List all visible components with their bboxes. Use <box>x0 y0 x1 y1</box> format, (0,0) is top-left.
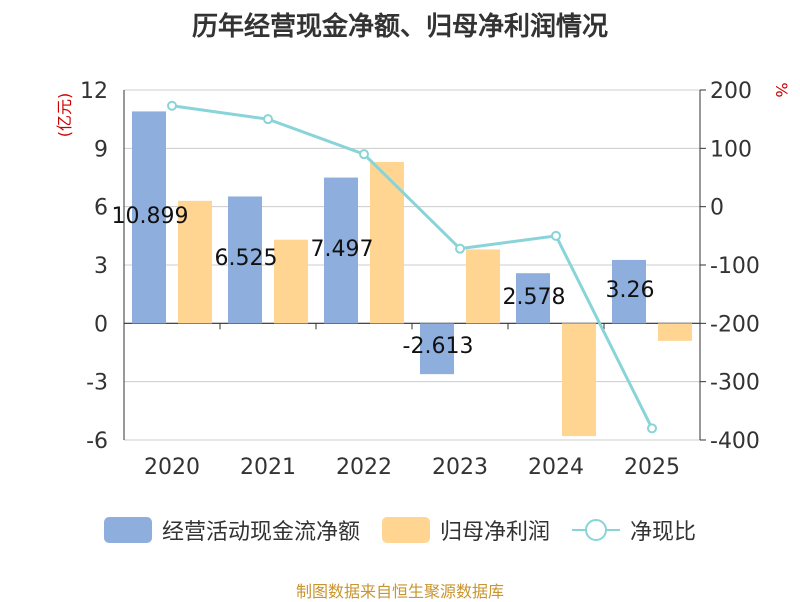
bar-net-profit <box>562 323 596 437</box>
point-ratio <box>647 423 657 434</box>
legend-item-ratio[interactable]: 净现比 <box>572 514 696 546</box>
point-ratio <box>263 114 273 125</box>
right-tick-label: -400 <box>710 429 760 454</box>
legend-swatch-cash-flow <box>103 517 152 543</box>
legend-item-cash-flow[interactable]: 经营活动现金流净额 <box>103 514 360 546</box>
left-axis-unit: (亿元) <box>55 93 74 138</box>
x-tick-label: 2023 <box>432 455 488 480</box>
bar-net-profit <box>658 323 692 341</box>
point-ratio <box>551 230 561 241</box>
right-tick-label: 200 <box>710 79 752 104</box>
right-tick-label: -100 <box>710 254 760 279</box>
bar-cash-flow <box>228 196 262 324</box>
chart-title: 历年经营现金净额、归母净利润情况 <box>191 12 608 42</box>
right-tick-label: 0 <box>710 196 724 221</box>
left-tick-label: 0 <box>94 312 108 337</box>
right-tick-label: -300 <box>710 371 760 396</box>
left-tick-label: 12 <box>80 79 108 104</box>
x-tick-label: 2022 <box>336 455 392 480</box>
legend: 经营活动现金流净额 归母净利润 净现比 <box>0 514 800 546</box>
legend-label-ratio: 净现比 <box>630 520 697 545</box>
left-tick-label: 6 <box>94 196 108 221</box>
x-tick-label: 2025 <box>624 455 680 480</box>
bar-cash-flow <box>612 259 646 324</box>
point-ratio <box>167 100 177 111</box>
right-tick-label: 100 <box>710 137 752 162</box>
point-ratio <box>359 149 369 160</box>
legend-label-cash-flow: 经营活动现金流净额 <box>161 520 360 545</box>
source-note: 制图数据来自恒生聚源数据库 <box>295 582 504 601</box>
line-ratio <box>171 104 654 430</box>
legend-marker-ratio <box>572 517 620 543</box>
x-tick-label: 2024 <box>528 455 584 480</box>
left-tick-label: -6 <box>86 429 108 454</box>
legend-item-net-profit[interactable]: 归母净利润 <box>381 514 550 546</box>
bar-net-profit <box>466 249 500 324</box>
data-label-cash-flow: 10.899 <box>112 204 189 229</box>
x-tick-label: 2020 <box>144 455 200 480</box>
x-tick-label: 2021 <box>240 455 296 480</box>
data-label-cash-flow: 6.525 <box>215 246 278 271</box>
data-label-cash-flow: 3.26 <box>606 278 655 303</box>
data-label-cash-flow: 2.578 <box>503 285 566 310</box>
left-tick-label: -3 <box>86 371 108 396</box>
bar-net-profit <box>370 161 404 324</box>
right-tick-label: -200 <box>710 312 760 337</box>
legend-swatch-net-profit <box>381 517 430 543</box>
bar-net-profit <box>274 239 308 324</box>
bar-cash-flow <box>420 323 454 375</box>
left-tick-label: 9 <box>94 137 108 162</box>
bar-net-profit <box>178 200 212 324</box>
point-ratio <box>455 243 465 254</box>
left-tick-label: 3 <box>94 254 108 279</box>
right-axis-unit: % <box>772 82 791 97</box>
bar-cash-flow <box>324 177 358 324</box>
data-label-cash-flow: -2.613 <box>403 334 474 359</box>
bar-cash-flow <box>516 273 550 324</box>
data-label-cash-flow: 7.497 <box>311 237 374 262</box>
bar-cash-flow <box>132 111 166 324</box>
legend-label-net-profit: 归母净利润 <box>439 520 550 545</box>
